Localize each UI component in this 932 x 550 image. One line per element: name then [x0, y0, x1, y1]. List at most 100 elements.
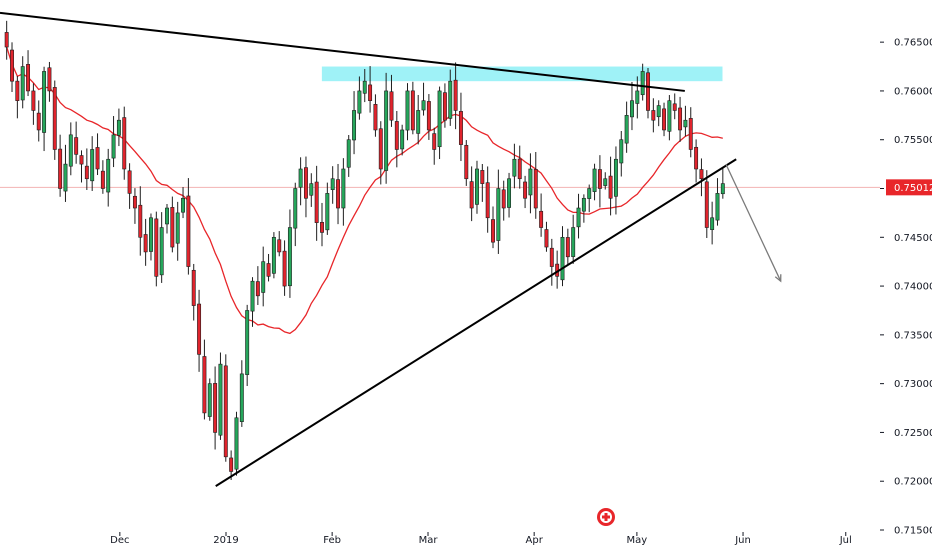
- price-tick-label: 0.73500: [894, 330, 932, 341]
- lower-trendline: [215, 158, 737, 487]
- candle-up: [309, 183, 314, 196]
- candle-up: [357, 90, 362, 114]
- candle-up: [159, 227, 164, 276]
- candle-up: [576, 207, 581, 228]
- candle-up: [448, 80, 453, 119]
- candle-down: [549, 247, 554, 267]
- candle-down: [368, 84, 373, 101]
- trendlines[interactable]: [0, 11, 737, 487]
- candle-down: [389, 91, 394, 121]
- candle-down: [95, 147, 100, 170]
- candle-down: [704, 181, 709, 228]
- candle-up: [181, 197, 185, 213]
- candlesticks: [4, 20, 725, 480]
- time-tick-label: Feb: [323, 535, 341, 546]
- candle-up: [175, 212, 180, 244]
- candle-down: [694, 146, 699, 170]
- candle-down: [426, 101, 431, 131]
- candle-down: [320, 222, 324, 233]
- time-tick-label: 2019: [213, 535, 238, 546]
- time-tick-label: Apr: [526, 535, 544, 546]
- candle-up: [560, 236, 565, 281]
- tradingview-logo-icon[interactable]: [597, 508, 615, 526]
- candle-up: [528, 168, 533, 196]
- time-tick-label: May: [627, 535, 648, 546]
- candle-down: [314, 181, 319, 223]
- candle-down: [4, 32, 9, 48]
- price-tick-label: 0.76000: [894, 86, 932, 97]
- candle-down: [15, 80, 20, 101]
- candle-down: [336, 179, 340, 209]
- candle-up: [261, 261, 266, 293]
- price-label-background: [886, 179, 932, 196]
- current-price-label: 0.75012: [886, 179, 932, 196]
- candle-down: [127, 170, 132, 194]
- price-axis[interactable]: 0.765000.760000.755000.750000.745000.740…: [880, 38, 932, 537]
- price-label-text: 0.75012: [894, 183, 932, 194]
- candle-down: [191, 269, 196, 306]
- candle-down: [539, 210, 544, 228]
- time-tick-label: Dec: [110, 535, 129, 546]
- candle-up: [325, 193, 330, 231]
- candle-up: [384, 90, 389, 171]
- candle-down: [202, 356, 207, 414]
- candle-up: [352, 110, 357, 141]
- candle-down: [491, 219, 495, 243]
- candle-up: [218, 363, 223, 436]
- candle-up: [667, 100, 672, 132]
- candle-up: [405, 90, 410, 131]
- candle-up: [603, 178, 608, 186]
- candle-up: [116, 119, 121, 136]
- candle-down: [394, 121, 399, 150]
- projection-arrow-head: [774, 274, 782, 283]
- projection-arrow-shaft: [725, 163, 782, 282]
- candle-up: [42, 71, 47, 133]
- candle-up: [587, 188, 592, 199]
- candle-down: [544, 229, 549, 248]
- candle-down: [26, 64, 31, 92]
- candle-up: [512, 158, 517, 177]
- candle-down: [122, 117, 127, 170]
- candle-down: [277, 239, 282, 253]
- time-axis[interactable]: Dec 2019 Feb Mar Apr May Jun Jul: [110, 532, 852, 546]
- candle-down: [678, 107, 683, 131]
- candle-down: [480, 170, 485, 184]
- candle-down: [453, 79, 458, 111]
- candle-down: [699, 169, 704, 180]
- price-tick-label: 0.71500: [894, 526, 932, 537]
- candle-up: [346, 139, 351, 168]
- candle-down: [213, 383, 218, 433]
- candle-up: [619, 139, 624, 164]
- candle-down: [138, 204, 143, 238]
- candle-down: [458, 111, 463, 145]
- candle-down: [132, 195, 137, 209]
- candle-down: [197, 303, 202, 355]
- price-tick-label: 0.75500: [894, 135, 932, 146]
- projection-arrow[interactable]: [725, 163, 782, 283]
- candle-up: [507, 178, 512, 208]
- candle-up: [293, 188, 298, 229]
- candle-up: [710, 217, 715, 230]
- candle-up: [592, 168, 597, 192]
- candle-up: [581, 197, 586, 212]
- candle-up: [234, 417, 239, 470]
- candle-up: [341, 168, 346, 209]
- candle-up: [640, 71, 645, 96]
- time-tick-label: Jul: [839, 535, 852, 546]
- candle-down: [378, 128, 383, 170]
- candle-down: [36, 112, 41, 131]
- candle-down: [74, 137, 79, 155]
- resistance-zone[interactable]: [321, 66, 723, 82]
- candle-down: [47, 67, 52, 92]
- resistance-zone: [321, 66, 723, 82]
- candle-down: [464, 144, 469, 180]
- candle-down: [565, 237, 570, 258]
- candle-down: [229, 457, 234, 472]
- candle-down: [52, 87, 57, 150]
- candle-up: [437, 90, 442, 148]
- candle-up: [106, 158, 111, 193]
- candle-up: [571, 227, 576, 257]
- candle-up: [149, 217, 153, 252]
- candle-down: [485, 182, 490, 219]
